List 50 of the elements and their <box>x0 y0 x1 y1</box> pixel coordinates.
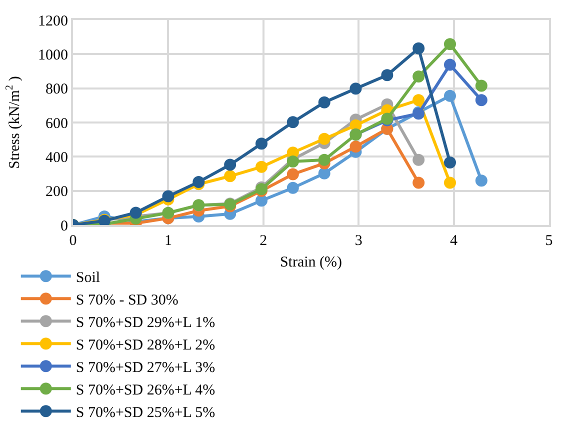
point <box>318 132 330 145</box>
point <box>444 58 456 71</box>
point <box>475 80 488 92</box>
point <box>224 158 236 171</box>
y-tick-label: 200 <box>46 184 68 200</box>
point <box>286 116 299 128</box>
legend-label: S 70%+SD 27%+L 3% <box>76 360 216 376</box>
point <box>444 38 456 50</box>
point <box>412 154 425 166</box>
point <box>475 94 488 106</box>
point <box>318 167 330 180</box>
point <box>412 94 425 106</box>
point <box>444 156 456 168</box>
point <box>162 190 174 202</box>
point <box>286 182 299 194</box>
point <box>318 96 330 108</box>
point <box>444 176 456 189</box>
point <box>350 82 362 95</box>
point <box>444 90 456 102</box>
x-tick-label: 1 <box>164 233 172 249</box>
legend-label: S 70%+SD 28%+L 2% <box>76 337 216 354</box>
point <box>318 154 330 166</box>
x-tick-label: 4 <box>450 233 458 249</box>
legend-label: Soil <box>76 270 100 286</box>
point <box>412 70 425 83</box>
x-tick-label: 3 <box>354 233 362 249</box>
point <box>412 176 425 189</box>
point <box>381 69 394 82</box>
point <box>475 174 488 187</box>
y-tick-label: 400 <box>46 150 68 166</box>
point <box>256 160 268 173</box>
point <box>256 194 268 207</box>
y-tick-label: 0 <box>60 218 68 234</box>
point <box>256 138 268 150</box>
x-axis-title: Strain (%) <box>280 254 342 270</box>
x-tick-label: 5 <box>545 233 553 249</box>
point <box>350 140 362 153</box>
y-tick-label: 1000 <box>38 47 68 64</box>
point <box>286 168 299 180</box>
legend-label: S 70%+SD 29%+L 1% <box>76 314 216 331</box>
point <box>224 170 236 182</box>
y-tick-label: 600 <box>46 116 68 132</box>
x-tick-label: 2 <box>260 233 268 249</box>
legend-label: S 70%+SD 25%+L 5% <box>76 404 216 421</box>
y-tick-label: 1200 <box>38 13 68 30</box>
y-tick-label: 800 <box>46 82 68 98</box>
legend-label: S 70%+SD 26%+L 4% <box>76 382 216 398</box>
point <box>192 176 205 188</box>
point <box>412 42 425 54</box>
legend-label: S 70% - SD 30% <box>76 292 178 308</box>
